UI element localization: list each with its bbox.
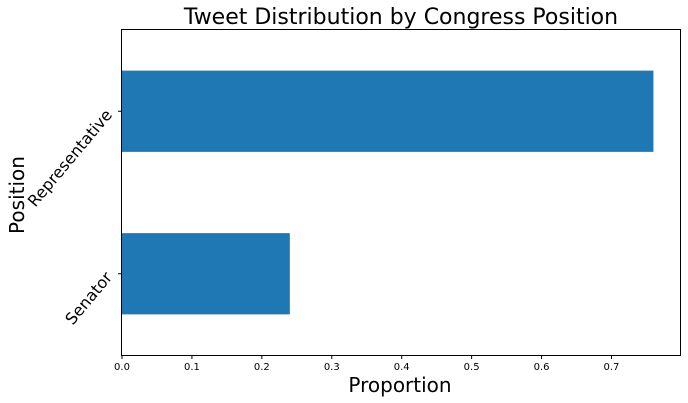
- x-tick-label-2: 0.2: [254, 362, 270, 373]
- x-tick-label-6: 0.6: [534, 362, 550, 373]
- bar-senator: [122, 233, 290, 315]
- plot-frame: [121, 29, 681, 356]
- x-tick-label-0: 0.0: [114, 362, 130, 373]
- bar-representative: [122, 70, 654, 152]
- x-tick-label-4: 0.4: [394, 362, 410, 373]
- x-tick-label-1: 0.1: [184, 362, 200, 373]
- x-tick-label-7: 0.7: [604, 362, 620, 373]
- x-axis-ticks: 0.0 0.1 0.2 0.3 0.4 0.5 0.6 0.7: [114, 355, 619, 373]
- x-tick-label-5: 0.5: [464, 362, 480, 373]
- y-axis-label: Position: [5, 156, 29, 234]
- x-tick-label-3: 0.3: [324, 362, 340, 373]
- chart-title: Tweet Distribution by Congress Position: [183, 5, 618, 30]
- bars-group: [122, 70, 654, 315]
- x-axis-label: Proportion: [348, 373, 451, 397]
